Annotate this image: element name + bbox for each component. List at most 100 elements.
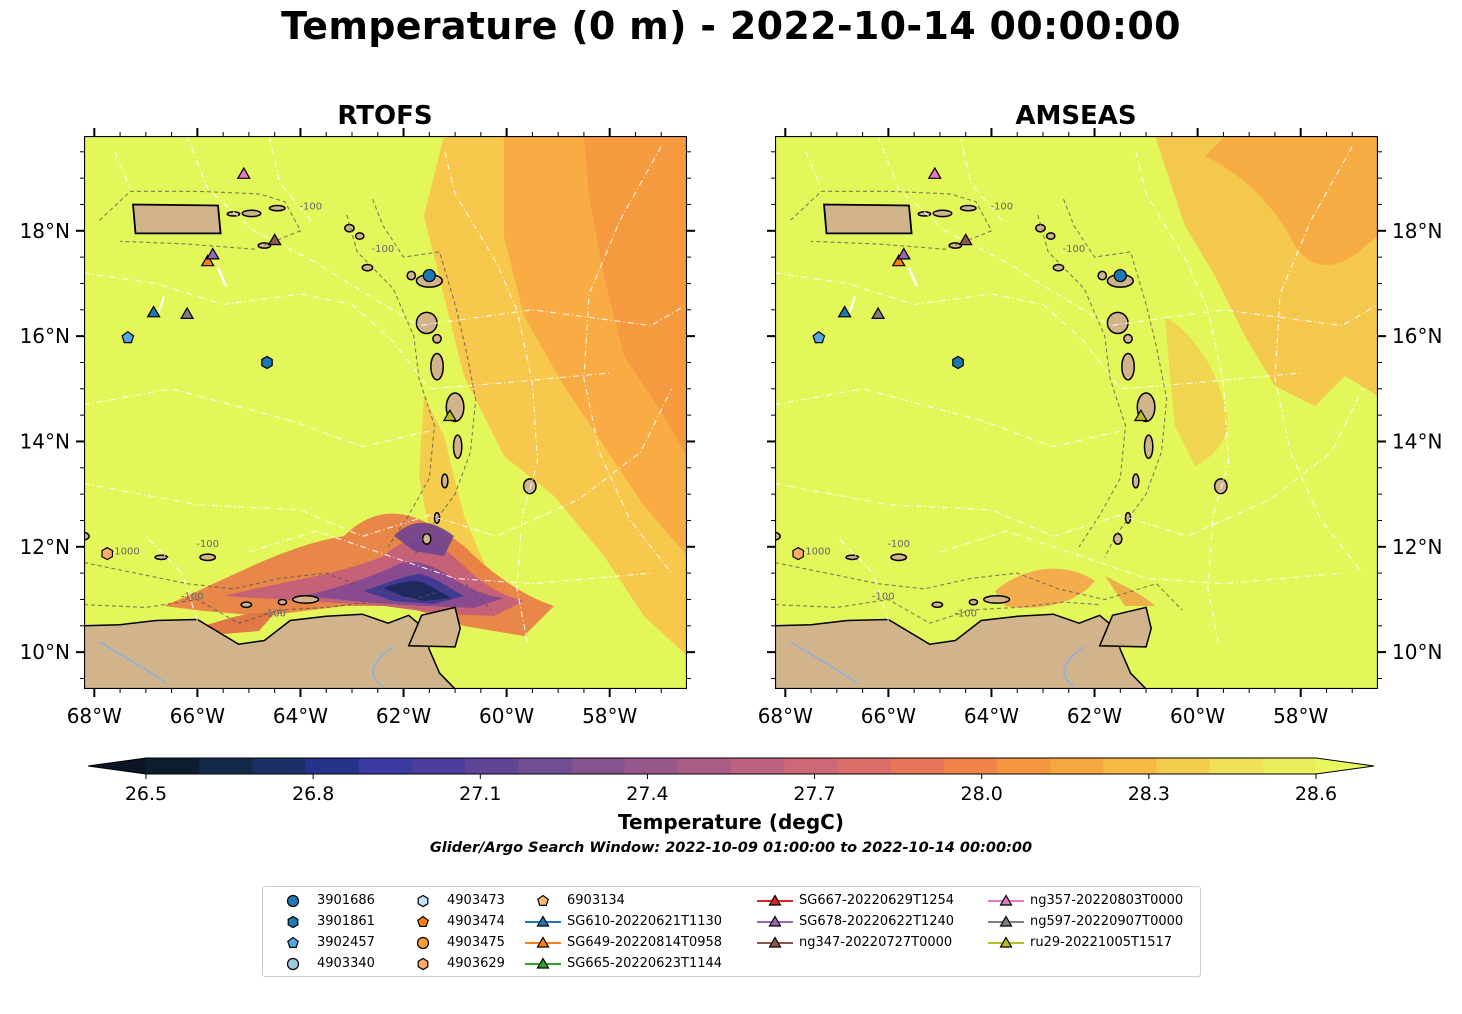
colorbar-segment (1103, 758, 1157, 774)
colorbar-segment (358, 758, 413, 774)
depth-contour (99, 190, 302, 250)
eez-line (775, 388, 1121, 448)
contour-label: -100 (372, 244, 395, 255)
depth-contour (775, 562, 1183, 611)
river (98, 640, 168, 685)
obs-SG610-20220621T1130 (837, 305, 852, 318)
eez-line (1274, 146, 1363, 574)
legend-label: SG665-20220623T1144 (567, 956, 723, 971)
island (1213, 478, 1228, 495)
eez-line (775, 388, 1363, 537)
colorbar-segment (1050, 758, 1104, 774)
obs-SG610-20220621T1130 (146, 305, 161, 318)
x-tick-label: 58°W (1273, 704, 1328, 728)
y-tick-label: 16°N (20, 324, 70, 348)
legend-marker (525, 957, 561, 969)
obs-ng357-20220803T0000 (927, 166, 942, 179)
legend-label: SG667-20220629T1254 (799, 893, 955, 908)
legend-hexagon-icon (417, 957, 429, 971)
x-tick-label: 64°W (964, 704, 1019, 728)
colorbar-extend-high (1316, 758, 1374, 774)
island (361, 263, 374, 272)
island (959, 204, 977, 212)
y-tick-label: 12°N (20, 535, 70, 559)
river (789, 640, 859, 685)
legend-triangle-icon (999, 936, 1013, 948)
trinidad-land (407, 606, 461, 648)
colorbar-tick-label: 27.7 (793, 783, 835, 802)
island (354, 232, 365, 240)
x-tick-label: 60°W (479, 704, 534, 728)
legend-pentagon-icon (287, 936, 299, 948)
eez-line (84, 388, 430, 448)
legend-marker (287, 936, 299, 948)
island (932, 209, 953, 218)
depth-contour (84, 598, 409, 624)
glider-track (848, 296, 856, 313)
island (982, 595, 1011, 604)
obs-3901686 (1113, 268, 1127, 283)
island (240, 601, 253, 609)
legend-label: ng357-20220803T0000 (1030, 893, 1184, 908)
obs-3901861 (952, 355, 964, 370)
island (1112, 532, 1123, 545)
colorbar-segment (1156, 758, 1211, 774)
obs-ru29-20221005T1517 (442, 409, 457, 422)
eez-line (84, 272, 610, 390)
legend-label: 4903473 (447, 893, 505, 908)
map-panel-amseas: -100 -100 -1000 -100 -100 -100 (775, 136, 1378, 689)
island (1097, 270, 1108, 281)
contour-label: -100 (1063, 244, 1086, 255)
y-tick-label: 14°N (20, 429, 70, 453)
depth-contour (775, 598, 1100, 624)
legend-marker (537, 894, 549, 906)
river (1063, 646, 1085, 688)
eez-line (268, 136, 312, 221)
legend-label: 6903134 (567, 893, 625, 908)
contour-label: -1000 (111, 547, 140, 558)
obs-SG649-20220814T0958 (200, 254, 215, 267)
eez-line (186, 136, 687, 327)
eez-line (939, 530, 1342, 585)
colorbar-tick-label: 28.6 (1295, 783, 1337, 802)
legend-hexagon-icon (287, 915, 299, 929)
legend-marker (988, 894, 1024, 906)
x-tick-label: 60°W (1170, 704, 1225, 728)
glider-track (157, 296, 165, 313)
glider-track (216, 267, 227, 287)
trinidad-land (1098, 606, 1152, 648)
legend-triangle-icon (536, 915, 550, 927)
y-tick-label: 16°N (1392, 324, 1442, 348)
island (277, 598, 288, 606)
legend-triangle-icon (999, 915, 1013, 927)
obs-ng597-20220907T0000 (871, 306, 886, 319)
depth-contour (790, 190, 993, 250)
legend-marker (416, 936, 430, 950)
legend-triangle-icon (768, 915, 782, 927)
contour-label: -100 (990, 202, 1013, 213)
obs-3902457 (121, 330, 135, 344)
y-tick-label: 12°N (1392, 535, 1442, 559)
island (415, 311, 438, 335)
legend-marker (757, 936, 793, 948)
colorbar-segment (784, 758, 838, 774)
legend-marker (286, 894, 300, 908)
eez-boundaries (775, 136, 1378, 642)
obs-SG678-20220622T1240 (205, 247, 220, 260)
glider-track (907, 267, 918, 287)
warm-region (419, 136, 687, 656)
eez-line (1135, 151, 1230, 642)
legend-marker (525, 936, 561, 948)
legend-marker (525, 915, 561, 927)
island (522, 478, 537, 495)
legend-circle-icon (286, 957, 300, 971)
colorbar-segment (518, 758, 572, 774)
legend-label: 4903629 (447, 956, 505, 971)
y-tick-label: 14°N (1392, 429, 1442, 453)
colorbar-segment (1209, 758, 1264, 774)
legend-marker (287, 915, 299, 929)
cool-anomaly (164, 513, 554, 636)
island (452, 434, 463, 460)
landmass-group (84, 203, 537, 689)
depth-contour (1037, 214, 1127, 548)
